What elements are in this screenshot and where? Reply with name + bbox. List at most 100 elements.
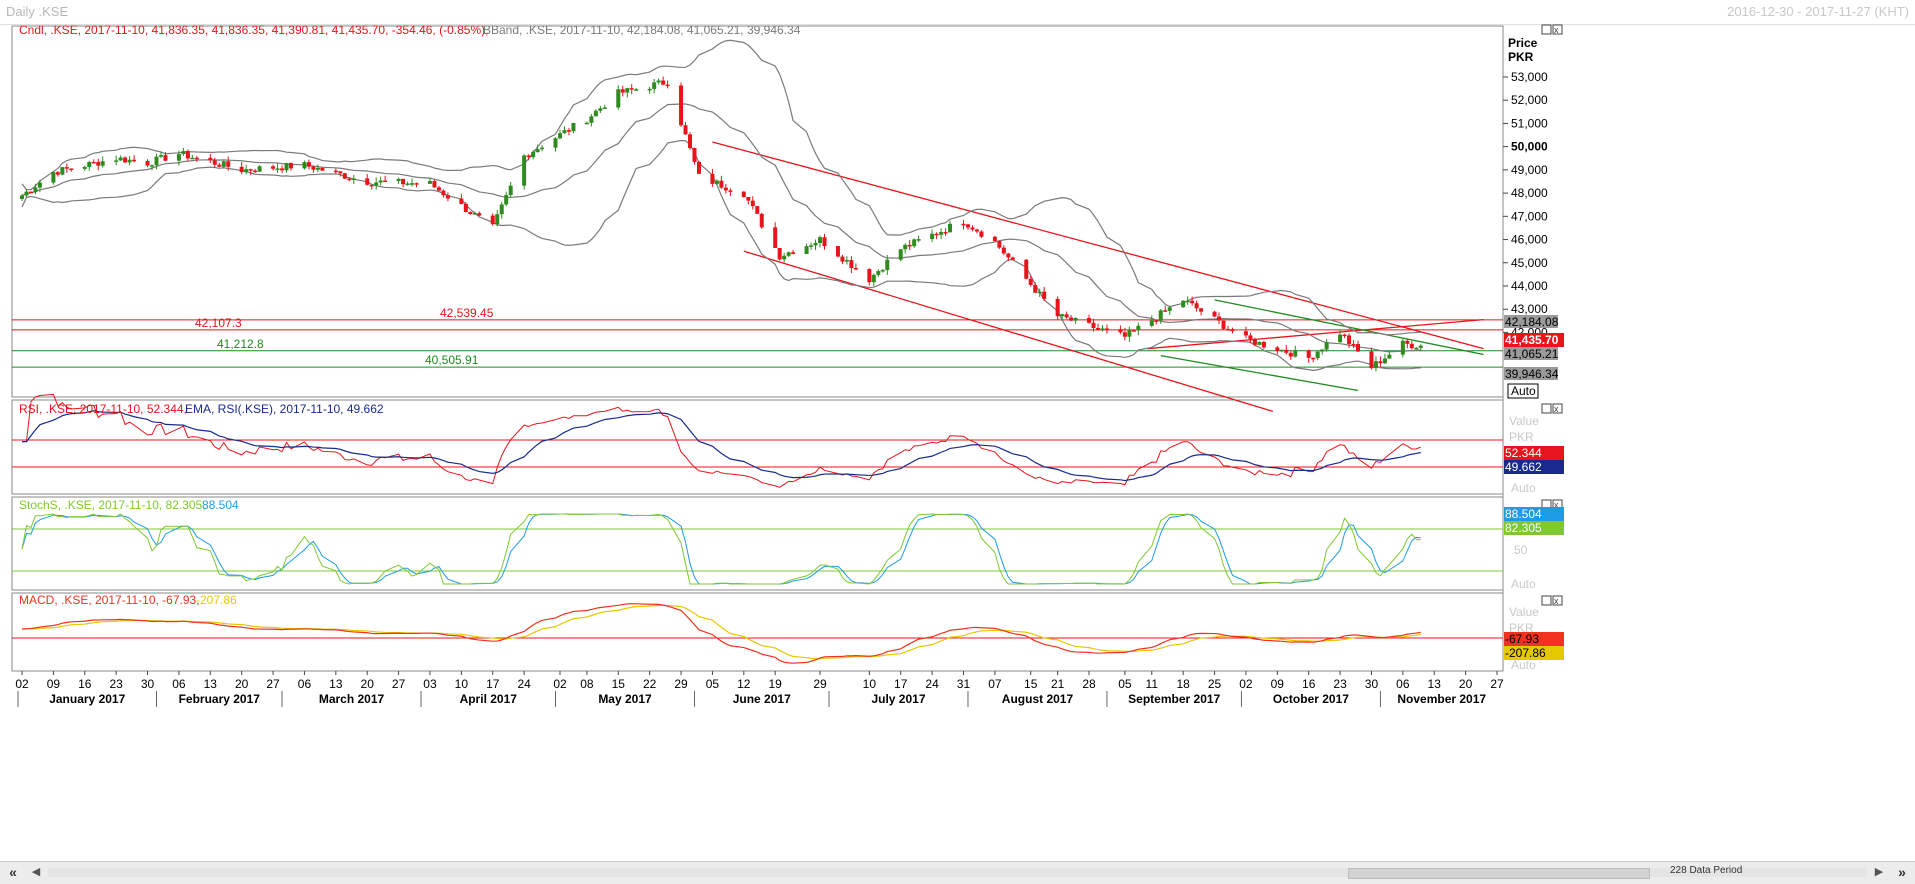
month-label: November 2017: [1397, 692, 1486, 706]
candle-body: [69, 168, 74, 170]
candle-body: [773, 227, 778, 249]
scroll-left-icon[interactable]: ◀: [31, 866, 41, 878]
price-axis-title: Price: [1508, 36, 1538, 50]
window-titlebar: Daily .KSE 2016-12-30 - 2017-11-27 (KHT): [0, 0, 1915, 25]
x-tick-label: 20: [1459, 677, 1473, 691]
candle-body: [504, 195, 509, 205]
scroll-thumb[interactable]: [1348, 868, 1650, 879]
candle-body: [432, 181, 437, 188]
candle-body: [1001, 247, 1006, 254]
candle-body: [746, 196, 751, 201]
rsi-panel-buttons[interactable]: x: [1541, 403, 1563, 414]
candle-body: [333, 170, 338, 173]
candle-body: [584, 122, 589, 125]
candle-body: [414, 183, 419, 185]
candle-body: [1261, 341, 1266, 348]
stoch-auto-label[interactable]: Auto: [1511, 577, 1536, 591]
candle-body: [885, 259, 890, 271]
price-tick-label: 52,000: [1511, 93, 1548, 107]
candle-body: [1033, 284, 1038, 293]
svg-text:x: x: [1554, 404, 1559, 414]
candle-body: [997, 241, 1002, 248]
bb-upper-tag: 42,184.08: [1505, 315, 1559, 329]
x-tick-label: 08: [580, 677, 594, 691]
candle-body: [853, 268, 858, 270]
candle-body: [526, 155, 531, 158]
candle-body: [176, 154, 181, 161]
candle-body: [401, 178, 406, 185]
chart-area[interactable]: 53,000 52,000 51,000 50,000 49,000 48,000 47,0…: [0, 24, 1915, 861]
candle-body: [1324, 342, 1329, 350]
candle-body: [777, 248, 782, 260]
auto-scale-label: Auto: [1511, 384, 1536, 398]
candle-body: [1217, 316, 1222, 321]
scroll-right-icon[interactable]: ▶: [1874, 866, 1884, 878]
candle-body: [472, 213, 477, 215]
stoch-d-tag: 88.504: [1505, 507, 1542, 521]
price-axis: 53,000 52,000 51,000 50,000 49,000 48,000 47,0…: [1503, 70, 1548, 339]
candle-body: [87, 161, 92, 167]
candle-body: [194, 157, 199, 160]
candle-body: [1284, 349, 1289, 353]
candle-body: [163, 155, 168, 161]
macd-panel-buttons[interactable]: x: [1541, 595, 1563, 606]
candle-body: [342, 173, 347, 179]
month-label: February 2017: [179, 692, 261, 706]
x-tick-label: 17: [894, 677, 908, 691]
x-tick-label: 10: [863, 677, 877, 691]
scroll-track[interactable]: [48, 868, 1867, 879]
candle-body: [24, 191, 29, 196]
price-panel-buttons[interactable]: x: [1541, 24, 1563, 35]
candle-body: [1356, 344, 1361, 352]
macd-auto-label[interactable]: Auto: [1511, 658, 1536, 672]
bb-upper-tag-bg: [1504, 315, 1558, 328]
candle-body: [1199, 308, 1204, 312]
candle-body: [979, 231, 984, 237]
candle-body: [948, 223, 953, 233]
candle-body: [320, 167, 325, 171]
macd-signal-tag-bg: [1504, 646, 1564, 660]
candle-body: [1060, 314, 1065, 317]
rsi-legend: RSI, .KSE, 2017-11-10, 52.344,: [19, 402, 187, 416]
candle-body: [620, 89, 625, 93]
x-tick-label: 12: [737, 677, 751, 691]
price-tick-label: 48,000: [1511, 186, 1548, 200]
x-tick-label: 20: [361, 677, 375, 691]
x-tick-label: 15: [612, 677, 626, 691]
auto-scale-button[interactable]: [1507, 383, 1539, 399]
macd-axis-unit: PKR: [1509, 621, 1534, 635]
price-tick-label: 43,000: [1511, 302, 1548, 316]
scroll-end-button[interactable]: »: [1898, 864, 1906, 880]
x-tick-label: 17: [486, 677, 500, 691]
rsi-auto-label[interactable]: Auto: [1511, 481, 1536, 495]
candle-body: [244, 169, 249, 173]
macd-panel: [11, 592, 1504, 672]
x-tick-label: 05: [706, 677, 720, 691]
candle-body: [396, 178, 401, 181]
candle-body: [1387, 354, 1392, 359]
candle-body: [602, 107, 607, 110]
candle-body: [1118, 329, 1123, 333]
candle-body: [378, 180, 383, 183]
candle-body: [625, 88, 630, 93]
x-tick-label: 22: [643, 677, 657, 691]
candle-body: [374, 182, 379, 186]
candle-body: [818, 237, 823, 244]
candle-body: [912, 239, 917, 247]
time-scrollbar[interactable]: « ◀ 228 Data Period ▶ »: [0, 861, 1915, 884]
x-tick-label: 03: [423, 677, 437, 691]
candle-body: [1369, 351, 1374, 369]
candle-body: [679, 85, 684, 126]
candle-body: [1243, 331, 1248, 336]
candle-body: [1010, 257, 1015, 260]
candle-body: [1311, 357, 1316, 360]
candle-body: [616, 89, 621, 108]
candle-body: [1315, 351, 1320, 359]
month-label: July 2017: [871, 692, 925, 706]
scroll-start-button[interactable]: «: [9, 864, 17, 880]
rsi-tag: 52.344: [1505, 446, 1542, 460]
candle-body: [571, 123, 576, 132]
candle-body: [974, 229, 979, 232]
bb-middle-tag-bg: [1504, 347, 1558, 360]
candle-body: [114, 160, 119, 162]
